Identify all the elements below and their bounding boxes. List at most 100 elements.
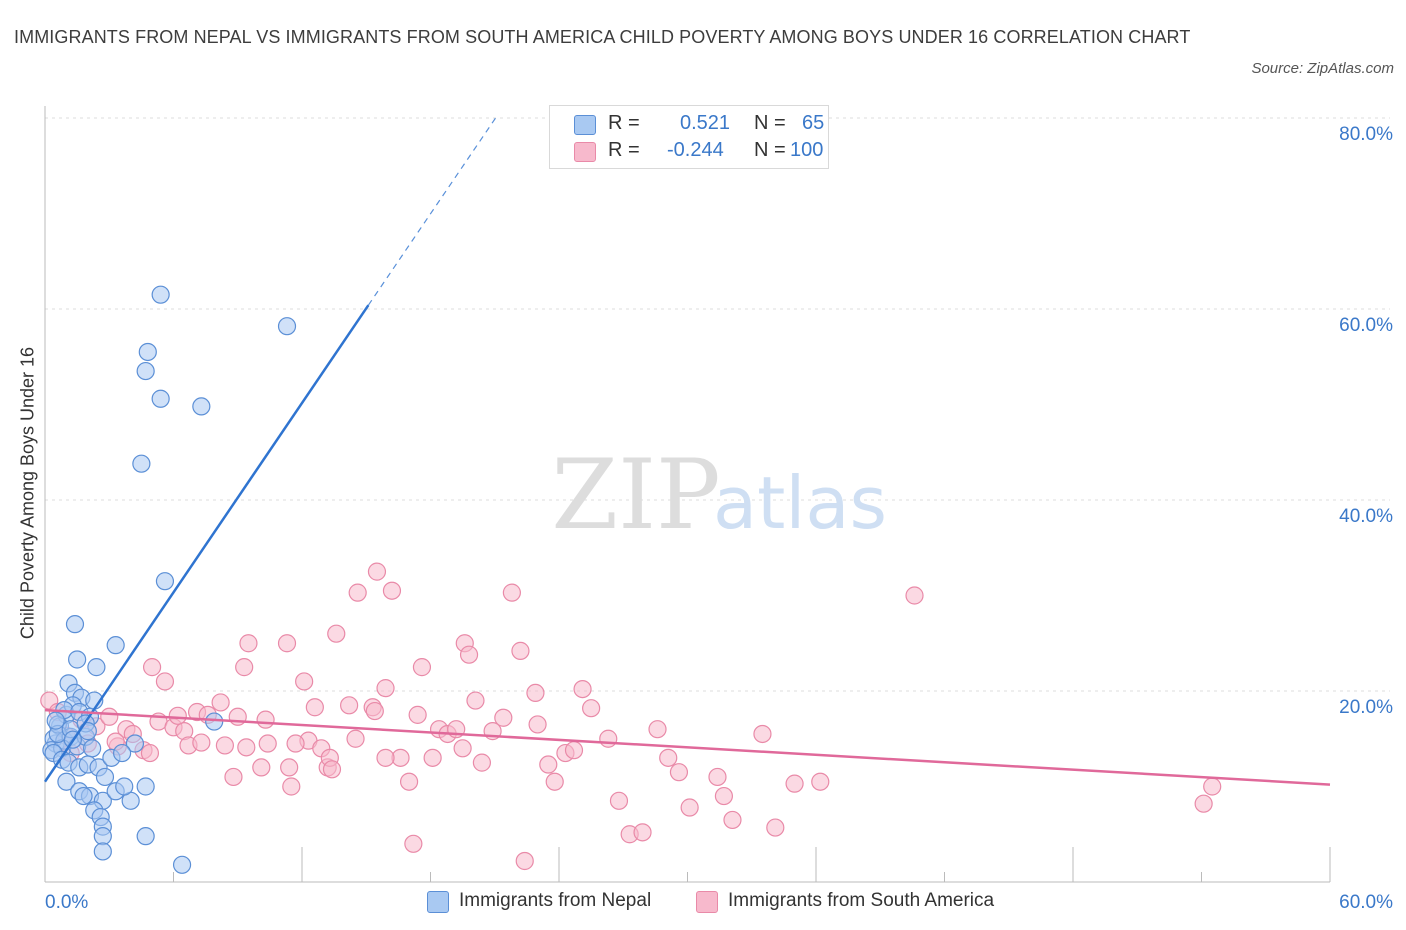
nepal-point bbox=[106, 636, 125, 655]
nepal-point bbox=[172, 855, 192, 874]
legend-n-label: N = bbox=[754, 139, 786, 161]
nepal-point bbox=[277, 317, 297, 336]
nepal-point bbox=[87, 658, 106, 677]
south-america-point bbox=[224, 767, 243, 787]
south-america-point bbox=[399, 772, 419, 791]
south-america-point bbox=[573, 679, 592, 699]
south-america-point bbox=[659, 748, 678, 767]
south-america-point bbox=[348, 583, 367, 602]
nepal-point bbox=[155, 572, 175, 591]
y-tick-label: 60.0% bbox=[1339, 315, 1393, 336]
nepal-point bbox=[83, 739, 102, 758]
south-america-point bbox=[376, 679, 395, 698]
south-america-point bbox=[502, 583, 521, 602]
south-america-point bbox=[723, 810, 742, 830]
south-america-point bbox=[282, 777, 301, 796]
nepal-point bbox=[136, 361, 155, 381]
south-america-point bbox=[237, 738, 256, 757]
nepal-trend-line bbox=[43, 304, 370, 783]
south-america-point bbox=[459, 645, 479, 664]
south-america-point bbox=[766, 818, 785, 837]
x-tick-label: 60.0% bbox=[1339, 892, 1393, 913]
south-america-point bbox=[252, 758, 271, 777]
south-america-point bbox=[680, 798, 699, 817]
legend-r-label: R = bbox=[608, 112, 640, 134]
bottom-legend-label-south-america: Immigrants from South America bbox=[728, 890, 995, 911]
south-america-point bbox=[295, 672, 314, 691]
grid-lines bbox=[45, 117, 1390, 692]
south-america-point bbox=[511, 641, 530, 660]
south-america-point bbox=[669, 763, 689, 782]
south-america-point bbox=[648, 720, 667, 739]
nepal-point bbox=[125, 734, 145, 753]
chart-title: IMMIGRANTS FROM NEPAL VS IMMIGRANTS FROM… bbox=[14, 27, 1191, 47]
south-america-point bbox=[280, 758, 299, 777]
south-america-point bbox=[564, 741, 584, 760]
south-america-point bbox=[322, 760, 342, 779]
nepal-point bbox=[95, 767, 115, 787]
south-america-point bbox=[211, 693, 230, 712]
south-america-point bbox=[235, 658, 254, 677]
south-america-point bbox=[785, 774, 804, 793]
legend-r-value: -0.244 bbox=[667, 139, 724, 161]
south-america-point bbox=[545, 772, 564, 791]
south-america-point bbox=[404, 834, 423, 853]
nepal-point bbox=[46, 711, 65, 730]
south-america-point bbox=[714, 786, 734, 806]
tick-labels: 20.0% 40.0% 60.0% 80.0% 0.0% 60.0% bbox=[45, 124, 1393, 913]
nepal-trend-extension bbox=[367, 115, 498, 306]
south-america-trend-line bbox=[44, 708, 1331, 786]
south-america-point bbox=[453, 739, 472, 758]
south-america-point bbox=[340, 696, 359, 715]
nepal-point bbox=[138, 342, 157, 362]
south-america-point bbox=[412, 658, 432, 677]
nepal-point bbox=[151, 389, 170, 408]
y-tick-label: 40.0% bbox=[1339, 506, 1393, 527]
watermark-zip: ZIP bbox=[551, 439, 720, 551]
y-axis-label: Child Poverty Among Boys Under 16 bbox=[17, 346, 38, 640]
south-america-point bbox=[365, 701, 384, 721]
south-america-point bbox=[100, 707, 119, 726]
south-america-point bbox=[515, 851, 534, 871]
south-america-point bbox=[382, 581, 402, 600]
south-america-point bbox=[633, 823, 652, 842]
series-south-america-points bbox=[40, 562, 1222, 871]
watermark: ZIP atlas bbox=[551, 439, 887, 551]
nepal-point bbox=[132, 454, 151, 473]
series-nepal-points bbox=[42, 285, 297, 874]
nepal-point bbox=[112, 743, 132, 763]
south-america-point bbox=[215, 736, 234, 755]
south-america-point bbox=[155, 672, 175, 691]
south-america-point bbox=[408, 705, 427, 724]
south-america-point bbox=[286, 734, 305, 753]
south-america-point bbox=[528, 715, 547, 734]
south-america-point bbox=[466, 691, 485, 710]
south-america-point bbox=[811, 772, 830, 791]
nepal-point bbox=[136, 777, 155, 796]
bottom-legend-swatch-south-america bbox=[696, 891, 718, 913]
south-america-point bbox=[239, 634, 258, 653]
south-america-point bbox=[753, 724, 772, 744]
south-america-point bbox=[346, 729, 365, 748]
south-america-point bbox=[142, 658, 162, 677]
south-america-point bbox=[1203, 777, 1222, 796]
legend-r-value: 0.521 bbox=[680, 112, 731, 134]
south-america-point bbox=[472, 753, 491, 772]
nepal-point bbox=[68, 650, 87, 669]
south-america-point bbox=[168, 706, 187, 725]
nepal-point bbox=[151, 285, 170, 304]
south-america-point bbox=[609, 791, 629, 810]
nepal-point bbox=[93, 842, 112, 861]
south-america-point bbox=[258, 734, 277, 753]
nepal-point bbox=[136, 827, 155, 846]
south-america-point bbox=[423, 748, 442, 767]
south-america-point bbox=[539, 755, 558, 774]
south-america-point bbox=[376, 748, 395, 767]
south-america-point bbox=[305, 698, 324, 717]
trend-lines bbox=[43, 115, 1331, 786]
legend-r-label: R = bbox=[608, 139, 640, 161]
south-america-point bbox=[256, 710, 275, 729]
watermark-atlas: atlas bbox=[713, 461, 887, 545]
south-america-point bbox=[192, 733, 211, 752]
